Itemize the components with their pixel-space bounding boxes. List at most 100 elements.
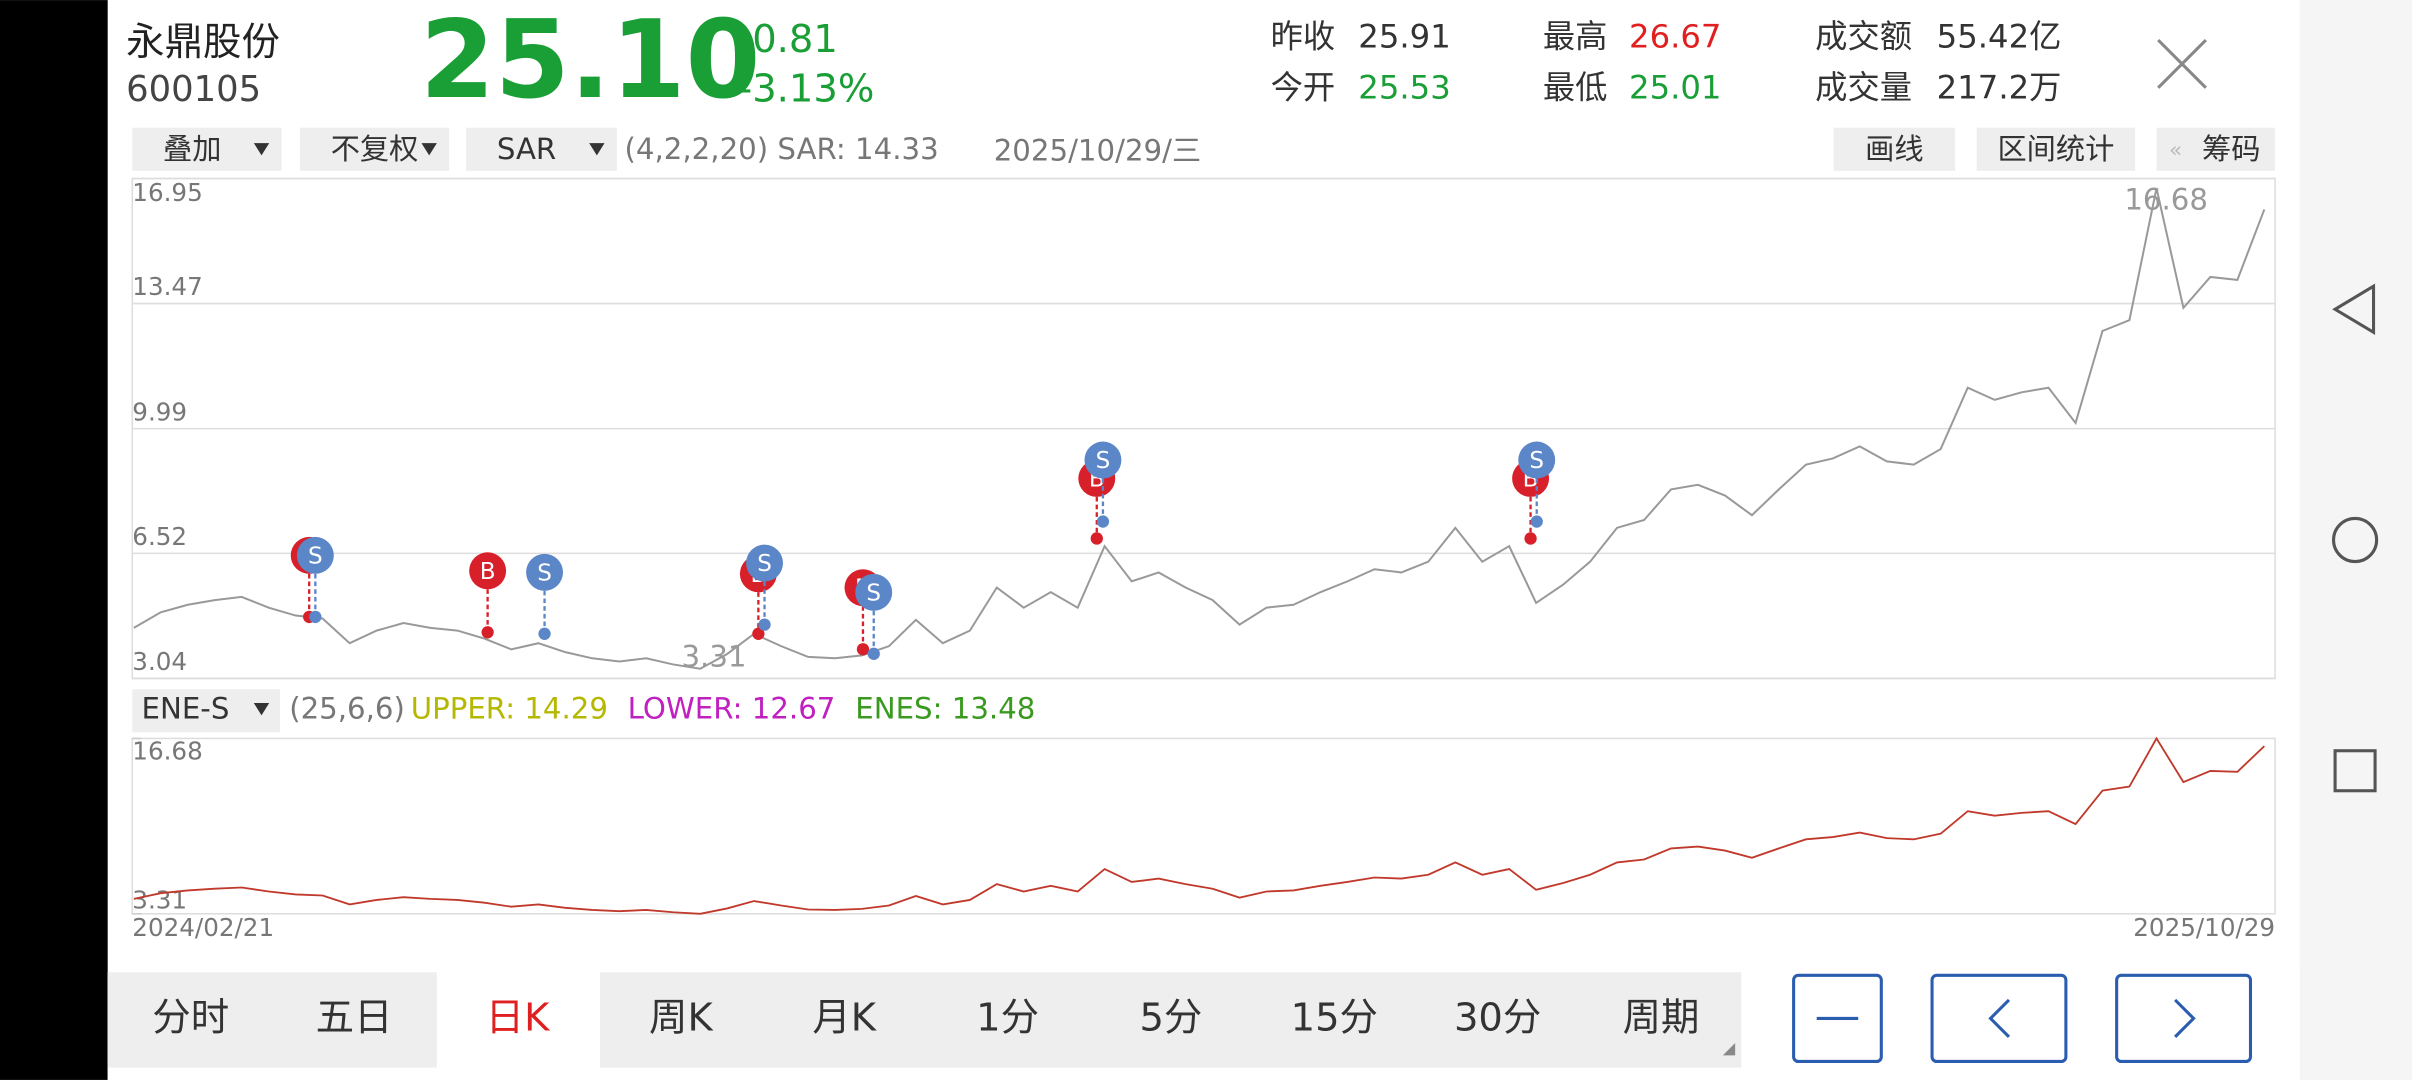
- indicator-dropdown[interactable]: [132, 689, 280, 733]
- toolbar-button-label: 筹码: [2202, 132, 2260, 166]
- signal-dot: [752, 627, 765, 640]
- sub-price-line: [133, 736, 2265, 915]
- prev-button[interactable]: [1930, 973, 2068, 1064]
- end-date: 2025/10/29: [2133, 913, 2275, 942]
- signal-badge: [526, 553, 564, 591]
- tab[interactable]: 周K: [649, 995, 714, 1040]
- stat-value: 217.2万: [1937, 68, 2062, 106]
- close-button[interactable]: [2157, 38, 2207, 89]
- signal-label: B: [480, 559, 496, 585]
- signal-dot: [1530, 515, 1543, 528]
- stat-label: 成交额: [1815, 18, 1912, 56]
- tab[interactable]: 日K: [486, 995, 551, 1040]
- signal-label: S: [537, 560, 552, 586]
- stock-code: 600105: [126, 69, 261, 110]
- chevron: «: [2169, 138, 2182, 163]
- signal-badge: [855, 573, 893, 611]
- sub-frame: [131, 737, 2276, 915]
- dropdown-arrow: [253, 703, 270, 716]
- tab-bg: [107, 972, 437, 1068]
- signal-badge: [469, 552, 507, 590]
- signal-badge: [746, 544, 783, 582]
- icon: [1988, 998, 2011, 1038]
- dropdown[interactable]: [466, 127, 617, 171]
- tab-bg: [599, 972, 1742, 1068]
- dropdown-arrow: [589, 143, 605, 156]
- y-tick-label: 3.31: [132, 885, 187, 914]
- signal-badge: [1518, 441, 1556, 479]
- icon: [2174, 998, 2196, 1038]
- tab[interactable]: 月K: [812, 995, 877, 1040]
- date-text: 2025/10/29/三: [994, 133, 1201, 167]
- change-pct: -3.13%: [738, 66, 874, 111]
- upper-label: UPPER: 14.29: [411, 692, 608, 726]
- stat-label: 最低: [1543, 68, 1608, 106]
- signal-dot: [1096, 515, 1110, 528]
- price-line: [133, 187, 2266, 670]
- signal-badge: [1084, 441, 1122, 479]
- tab[interactable]: 分时: [152, 995, 229, 1040]
- signal-dot: [856, 643, 870, 656]
- tab[interactable]: 15分: [1291, 995, 1378, 1040]
- toolbar-button-label: 画线: [1865, 132, 1923, 166]
- nav-back[interactable]: [2332, 283, 2376, 336]
- high-label: 16.68: [2124, 183, 2208, 217]
- signal-label: S: [866, 580, 881, 606]
- price: 25.10: [420, 0, 761, 123]
- dropdown[interactable]: [132, 127, 282, 171]
- zoom-out-button[interactable]: [1792, 973, 1883, 1064]
- low-label: 3.31: [681, 639, 746, 673]
- stat-value: 25.01: [1629, 68, 1721, 106]
- toolbar-button[interactable]: [1976, 127, 2136, 171]
- indicator-text: (4,2,2,20) SAR: 14.33: [625, 132, 939, 166]
- tab[interactable]: 30分: [1454, 995, 1541, 1040]
- toolbar-button[interactable]: [2156, 127, 2276, 171]
- tab-corner: [1722, 1043, 1736, 1056]
- stat-value: 26.67: [1629, 18, 1721, 56]
- signal-dot: [1524, 532, 1537, 545]
- stat-value: 55.42亿: [1937, 18, 2062, 56]
- dropdown-arrow: [253, 143, 270, 156]
- tab[interactable]: 1分: [976, 995, 1039, 1040]
- signal-dot: [867, 647, 880, 660]
- tab[interactable]: 5分: [1139, 995, 1202, 1040]
- nav-bar: [2299, 0, 2412, 1080]
- stat-label: 昨收: [1271, 18, 1336, 56]
- y-tick-label: 16.95: [132, 178, 202, 207]
- nav-recent[interactable]: [2333, 749, 2377, 793]
- signal-dot: [309, 610, 322, 624]
- stat-label: 最高: [1543, 18, 1608, 56]
- dropdown-arrow: [421, 143, 437, 156]
- nav-home[interactable]: [2332, 516, 2379, 564]
- signal-label: S: [757, 551, 772, 577]
- y-tick-label: 3.04: [132, 647, 187, 676]
- dropdown-label: SAR: [497, 132, 556, 166]
- stat-value: 25.53: [1358, 68, 1450, 106]
- toolbar-button-label: 区间统计: [1997, 132, 2114, 166]
- lower-label: LOWER: 12.67: [628, 692, 836, 726]
- signal-badge: [296, 536, 334, 574]
- start-date: 2024/02/21: [132, 913, 274, 942]
- dropdown-label: 叠加: [163, 132, 221, 166]
- signal-dot: [538, 627, 551, 640]
- dropdown[interactable]: [299, 127, 450, 171]
- tab[interactable]: 五日: [316, 995, 393, 1040]
- stat-value: 25.91: [1358, 18, 1450, 56]
- tab[interactable]: 周期: [1623, 995, 1700, 1040]
- y-tick-label: 9.99: [132, 397, 187, 426]
- signal-label: S: [1096, 448, 1111, 474]
- signal-dot: [758, 618, 771, 631]
- stock-name: 永鼎股份: [126, 20, 280, 65]
- left-bar: [0, 0, 108, 1080]
- next-button[interactable]: [2115, 973, 2253, 1064]
- dropdown-label: 不复权: [331, 132, 419, 166]
- signal-label: S: [308, 543, 323, 569]
- enes-label: ENES: 13.48: [855, 692, 1035, 726]
- signal-label: S: [1529, 448, 1544, 474]
- indicator-params: (25,6,6): [289, 692, 405, 726]
- y-tick-label: 13.47: [132, 272, 202, 301]
- toolbar-button[interactable]: [1833, 127, 1956, 171]
